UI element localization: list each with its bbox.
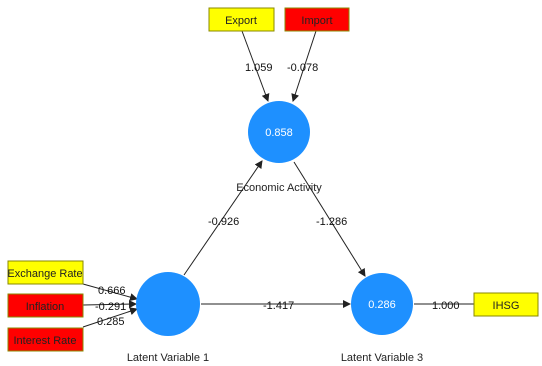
edge-exchange-lv1 [82, 283, 138, 301]
latent-variable-3[interactable]: 0.286 Latent Variable 3 [341, 273, 423, 364]
indicator-interest-rate[interactable]: Interest Rate [7, 327, 84, 352]
latent-economic-activity-circle [248, 101, 310, 163]
coef-interest-lv1: 0.285 [97, 316, 125, 328]
coef-export-economic: 1.059 [245, 62, 273, 74]
latent-variable-3-name: Latent Variable 3 [341, 352, 423, 364]
indicator-interest-rate-label: Interest Rate [14, 335, 77, 347]
coef-inflation-lv1: -0.291 [95, 301, 126, 313]
latent-economic-activity[interactable]: 0.858 Economic Activity [236, 101, 322, 194]
latent-variable-3-circle [351, 273, 413, 335]
coef-lv1-lv3: -1.417 [263, 300, 294, 312]
coef-economic-lv3: -1.286 [316, 216, 347, 228]
latent-economic-activity-value: 0.858 [265, 127, 293, 139]
indicator-inflation-label: Inflation [26, 301, 65, 313]
indicator-import-label: Import [301, 15, 332, 27]
coef-import-economic: -0.078 [287, 62, 318, 74]
latent-economic-activity-name: Economic Activity [236, 182, 322, 194]
coef-exchange-lv1: 0.666 [98, 285, 126, 297]
latent-variable-3-value: 0.286 [368, 299, 396, 311]
edge-inflation-lv1 [82, 300, 137, 309]
coef-lv3-ihsg: 1.000 [432, 300, 460, 312]
edge-interest-lv1 [82, 307, 138, 328]
indicator-import[interactable]: Import [284, 7, 350, 32]
indicator-ihsg-label: IHSG [493, 300, 520, 312]
indicator-ihsg[interactable]: IHSG [473, 292, 539, 317]
indicator-interest-rate-box [7, 327, 84, 352]
indicator-export[interactable]: Export [208, 7, 275, 32]
coef-lv1-economic: -0.926 [208, 216, 239, 228]
indicator-inflation[interactable]: Inflation [7, 293, 84, 318]
indicator-import-box [284, 7, 350, 32]
edge-import-economic [291, 30, 317, 102]
latent-variable-1-name: Latent Variable 1 [127, 352, 209, 364]
indicator-export-box [208, 7, 275, 32]
indicator-exchange-rate[interactable]: Exchange Rate [7, 260, 84, 285]
indicator-inflation-box [7, 293, 84, 318]
indicator-exchange-rate-label: Exchange Rate [7, 268, 82, 280]
latent-variable-1-circle [136, 272, 200, 336]
edge-economic-lv3 [293, 161, 366, 277]
indicator-export-label: Export [225, 15, 257, 27]
edge-lv1-economic [183, 160, 263, 276]
latent-variable-1[interactable]: Latent Variable 1 [127, 272, 209, 364]
edge-export-economic [241, 30, 270, 102]
indicator-ihsg-box [473, 292, 539, 317]
indicator-exchange-rate-box [7, 260, 84, 285]
